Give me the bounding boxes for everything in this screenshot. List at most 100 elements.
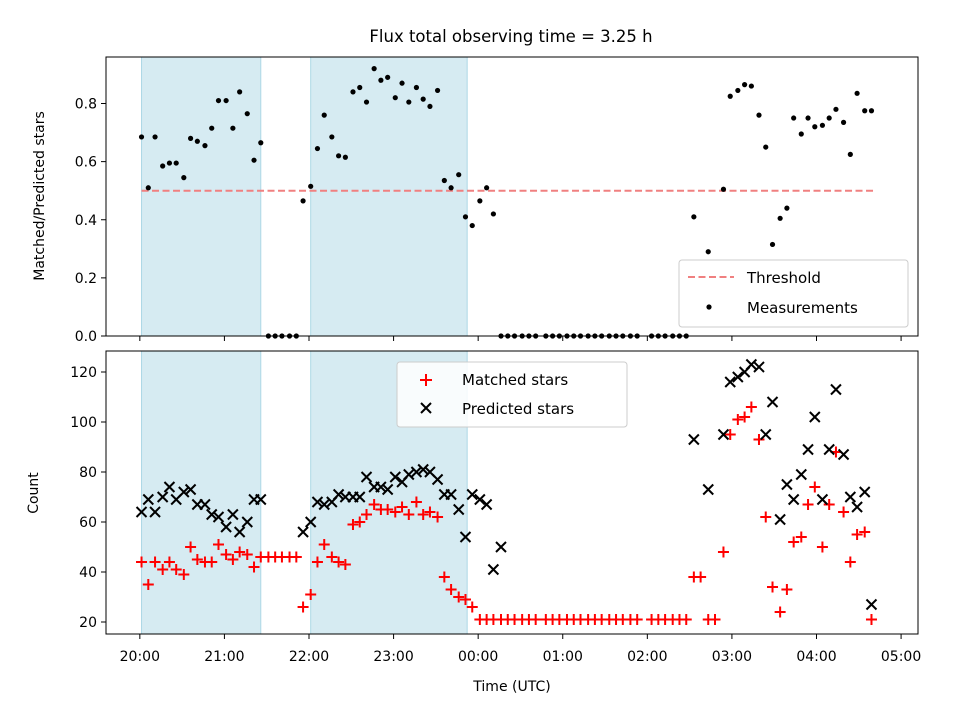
measurement-point xyxy=(300,198,306,204)
measurement-point xyxy=(194,138,200,144)
matched-stars-point xyxy=(844,556,856,568)
x-tick-label: 01:00 xyxy=(543,649,583,665)
matched-stars-point xyxy=(410,496,422,508)
measurement-point xyxy=(357,84,363,91)
bottom-panel: 20:00 21:00 22:00 23:00 00:00 01:00 02:00 03:00… xyxy=(26,350,921,695)
matched-stars-point xyxy=(717,546,729,558)
matched-stars-point xyxy=(445,584,457,595)
legend-matched-swatch xyxy=(420,374,432,386)
measurement-point xyxy=(769,241,776,248)
matched-stars-point xyxy=(438,571,450,583)
measurement-point xyxy=(336,153,342,159)
measurement-point xyxy=(735,87,741,94)
matched-stars-point xyxy=(403,509,415,520)
measurement-point xyxy=(329,134,335,140)
matched-stars-point xyxy=(745,401,757,413)
predicted-stars-point xyxy=(212,511,225,523)
measurement-point xyxy=(727,93,733,99)
matched-stars-point xyxy=(424,506,436,518)
predicted-stars-point xyxy=(466,488,478,501)
matched-stars-point xyxy=(382,504,394,515)
bottom-axes-frame xyxy=(105,350,919,635)
x-tick-label: 23:00 xyxy=(373,649,413,665)
measurement-point xyxy=(477,198,483,204)
matched-stars-point xyxy=(760,511,772,523)
predicted-stars-point xyxy=(241,516,253,528)
measurement-point xyxy=(181,175,187,181)
measurement-point xyxy=(441,177,447,184)
legend-measurements-label: Measurements xyxy=(747,299,858,317)
matched-stars-point xyxy=(136,556,148,568)
predicted-stars-point xyxy=(774,513,786,526)
y-tick-label: 60 xyxy=(79,515,97,531)
measurement-point xyxy=(854,90,860,96)
measurement-point xyxy=(223,97,229,104)
x-tick-label: 20:00 xyxy=(120,649,160,665)
measurement-point xyxy=(720,186,727,192)
predicted-stars-point xyxy=(830,383,842,396)
predicted-stars-point xyxy=(487,563,500,576)
predicted-stars-point xyxy=(403,468,415,481)
measurement-point xyxy=(350,89,356,95)
x-tick-label: 02:00 xyxy=(627,649,667,665)
predicted-stars-point xyxy=(795,468,807,481)
predicted-stars-point xyxy=(135,506,148,518)
measurement-point xyxy=(784,205,790,211)
predicted-stars-point xyxy=(354,491,366,503)
predicted-stars-point xyxy=(837,448,850,461)
measurement-point xyxy=(209,125,215,131)
y-tick-label: 20 xyxy=(79,615,97,631)
predicted-stars-point xyxy=(717,428,730,441)
predicted-stars-point xyxy=(459,531,472,543)
measurement-point xyxy=(484,185,490,191)
bottom-legend-box xyxy=(396,361,628,428)
predicted-stars-point xyxy=(732,371,744,383)
legend-threshold-label: Threshold xyxy=(746,269,821,287)
matched-stars-point xyxy=(220,549,232,560)
matched-stars-point xyxy=(185,541,197,553)
predicted-stars-point xyxy=(781,478,793,491)
predicted-stars-point xyxy=(255,493,267,506)
matched-stars-point xyxy=(191,554,203,565)
matched-stars-point xyxy=(157,564,169,575)
measurement-point xyxy=(462,214,469,220)
matched-stars-point xyxy=(389,506,401,518)
predicted-stars-point xyxy=(149,506,161,518)
predicted-stars-point xyxy=(389,471,401,483)
x-tick-label: 00:00 xyxy=(458,649,498,665)
matched-stars-point xyxy=(732,414,744,425)
matched-stars-point xyxy=(248,561,260,573)
measurement-point xyxy=(363,99,370,105)
measurement-point xyxy=(862,108,868,114)
predicted-stars-point xyxy=(156,491,169,503)
measurement-point xyxy=(308,183,314,189)
legend-matched-label: Matched stars xyxy=(462,371,568,389)
measurement-point xyxy=(448,185,454,191)
matched-stars-point xyxy=(709,614,721,625)
measurement-point xyxy=(805,115,811,121)
x-axis-label: Time (UTC) xyxy=(472,679,550,695)
matched-stars-point xyxy=(816,541,828,553)
matched-stars-point xyxy=(781,584,793,595)
top-x-ticks xyxy=(139,336,902,341)
predicted-stars-point xyxy=(184,483,197,496)
count-points xyxy=(135,358,878,625)
predicted-stars-point xyxy=(480,498,493,511)
top-y-ticks: 0.0 0.2 0.4 0.6 0.8 xyxy=(75,97,106,345)
measurement-point xyxy=(160,163,166,169)
measurement-point xyxy=(434,87,441,94)
matched-stars-point xyxy=(142,579,154,590)
matched-stars-point xyxy=(149,556,161,568)
predicted-stars-point xyxy=(802,443,814,456)
matched-stars-point xyxy=(795,531,807,543)
measurement-point xyxy=(385,74,391,80)
top-axes-frame xyxy=(105,56,919,337)
measurement-point xyxy=(173,160,179,166)
matched-stars-point xyxy=(163,556,175,568)
predicted-stars-point xyxy=(844,491,857,503)
matched-stars-point xyxy=(241,549,253,560)
shaded-region xyxy=(141,56,262,337)
x-tick-label: 21:00 xyxy=(204,649,244,665)
matched-stars-point xyxy=(767,581,779,593)
matched-stars-point xyxy=(311,556,323,568)
